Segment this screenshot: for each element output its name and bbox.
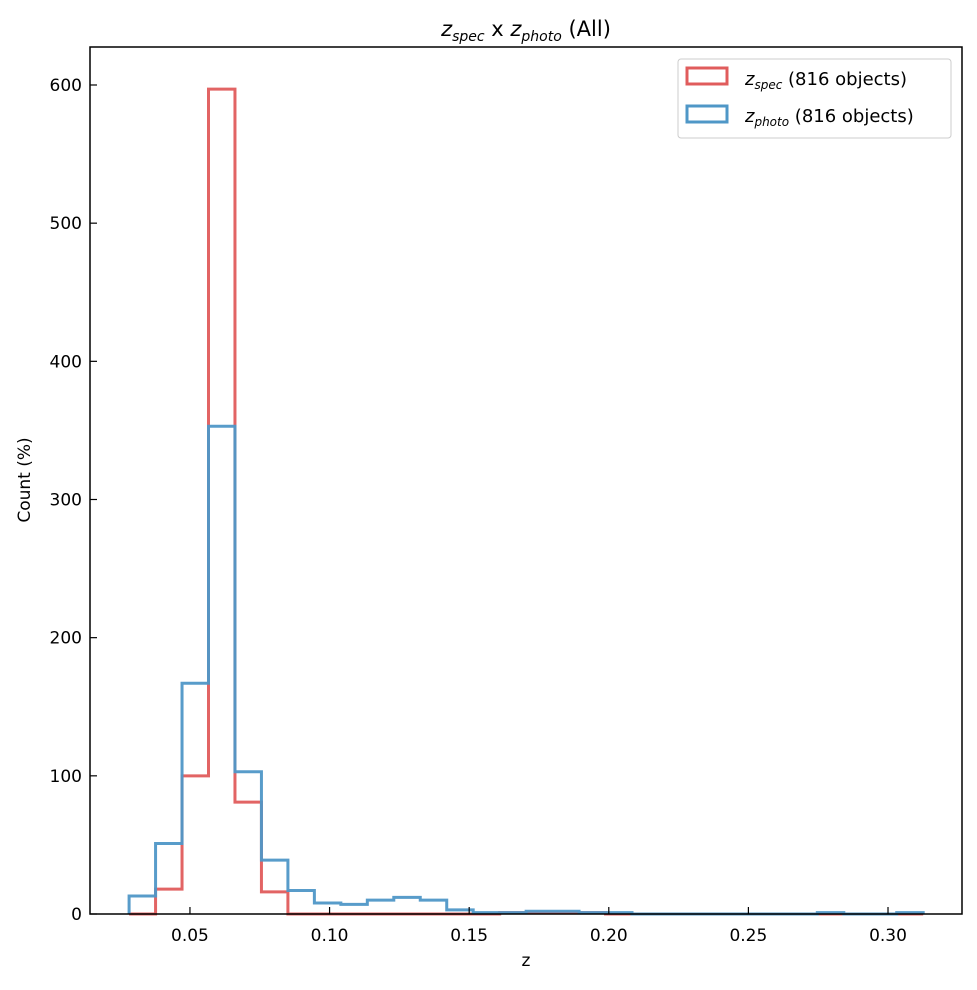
plot-frame xyxy=(89,46,963,915)
y-tick-label: 0 xyxy=(71,905,82,925)
z_photo-histogram-step xyxy=(127,424,925,916)
y-tick-label: 500 xyxy=(50,214,82,234)
legend-swatch-photo xyxy=(685,104,729,124)
y-tick-label: 600 xyxy=(50,76,82,96)
legend: zspec (816 objects) zphoto (816 objects) xyxy=(677,58,952,139)
x-tick-label: 0.30 xyxy=(869,926,907,946)
y-axis-label: Count (%) xyxy=(15,437,35,522)
legend-label-photo: zphoto (816 objects) xyxy=(744,106,914,129)
x-tick-label: 0.05 xyxy=(171,926,209,946)
x-tick-label: 0.20 xyxy=(590,926,628,946)
x-axis-label: z xyxy=(522,951,531,971)
y-tick-label: 300 xyxy=(50,490,82,510)
x-tick-label: 0.15 xyxy=(450,926,488,946)
legend-box xyxy=(677,58,952,139)
chart-title: zspec x zphoto (All) xyxy=(440,17,611,45)
legend-swatch-spec xyxy=(685,66,729,86)
z_spec-histogram-step xyxy=(129,87,924,916)
x-tick-label: 0.10 xyxy=(311,926,349,946)
x-tick-label: 0.25 xyxy=(729,926,767,946)
legend-label-spec: zspec (816 objects) xyxy=(744,69,907,92)
y-tick-label: 100 xyxy=(50,767,82,787)
y-tick-label: 200 xyxy=(50,629,82,649)
y-tick-label: 400 xyxy=(50,352,82,372)
